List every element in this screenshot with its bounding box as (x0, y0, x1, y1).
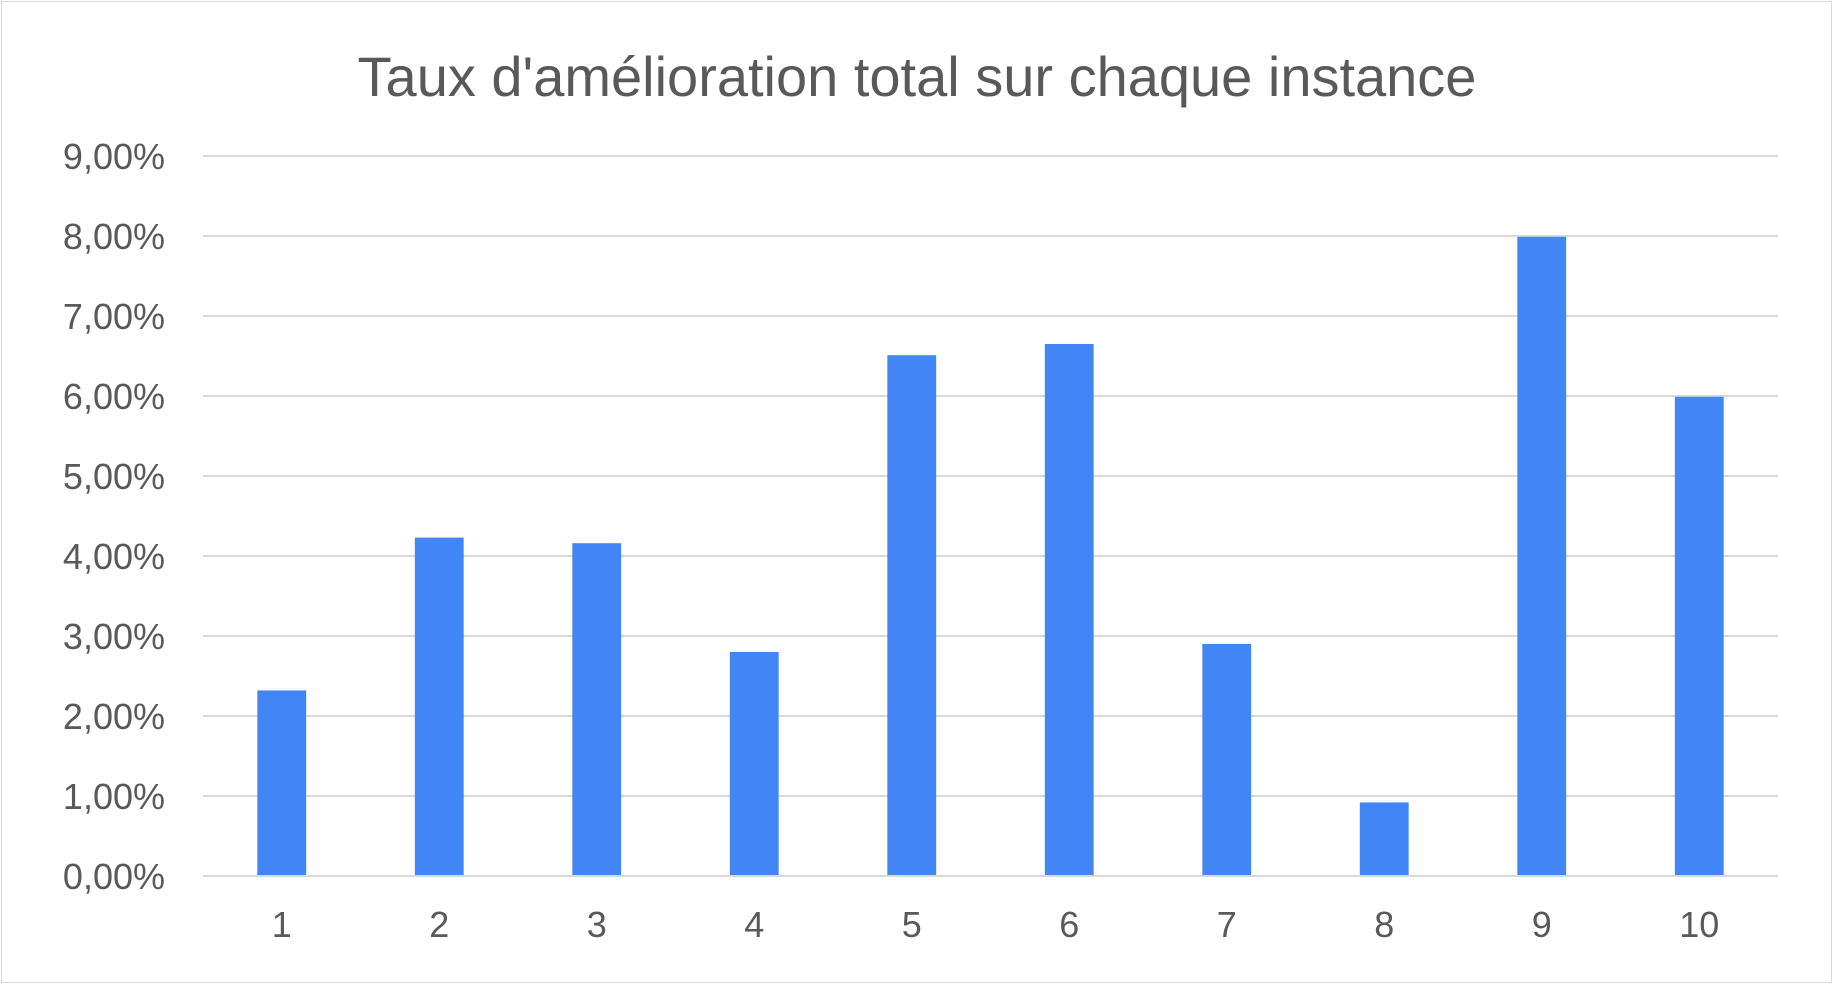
bars (257, 236, 1724, 877)
bar-instance-9 (1517, 236, 1567, 877)
x-tick-label: 4 (744, 904, 764, 945)
y-axis-tick-labels: 0,00% 1,00% 2,00% 3,00% 4,00% 5,00% 6,00% 7,00%… (63, 136, 165, 897)
x-tick-label: 10 (1679, 904, 1719, 945)
bar-instance-3 (572, 543, 622, 876)
x-tick-label: 8 (1374, 904, 1394, 945)
bar-instance-2 (414, 537, 464, 876)
chart-title: Taux d'amélioration total sur chaque ins… (358, 45, 1477, 108)
x-tick-label: 2 (429, 904, 449, 945)
y-tick-label: 6,00% (63, 376, 165, 417)
y-tick-label: 2,00% (63, 696, 165, 737)
bar-instance-4 (729, 652, 779, 876)
x-tick-label: 1 (272, 904, 292, 945)
y-tick-label: 8,00% (63, 216, 165, 257)
y-tick-label: 5,00% (63, 456, 165, 497)
x-tick-label: 7 (1217, 904, 1237, 945)
bar-instance-8 (1359, 802, 1409, 876)
x-tick-label: 9 (1532, 904, 1552, 945)
bar-instance-6 (1044, 344, 1094, 876)
y-tick-label: 0,00% (63, 856, 165, 897)
bar-instance-7 (1202, 644, 1252, 876)
x-tick-label: 3 (587, 904, 607, 945)
y-tick-label: 7,00% (63, 296, 165, 337)
y-tick-label: 4,00% (63, 536, 165, 577)
x-axis-tick-labels: 1 2 3 4 5 6 7 8 9 10 (272, 904, 1720, 945)
bar-instance-5 (887, 355, 937, 876)
bar-instance-10 (1674, 396, 1724, 876)
y-tick-label: 1,00% (63, 776, 165, 817)
y-tick-label: 3,00% (63, 616, 165, 657)
x-tick-label: 6 (1059, 904, 1079, 945)
bar-instance-1 (257, 690, 307, 876)
x-tick-label: 5 (902, 904, 922, 945)
gridlines (203, 155, 1778, 797)
y-tick-label: 9,00% (63, 136, 165, 177)
